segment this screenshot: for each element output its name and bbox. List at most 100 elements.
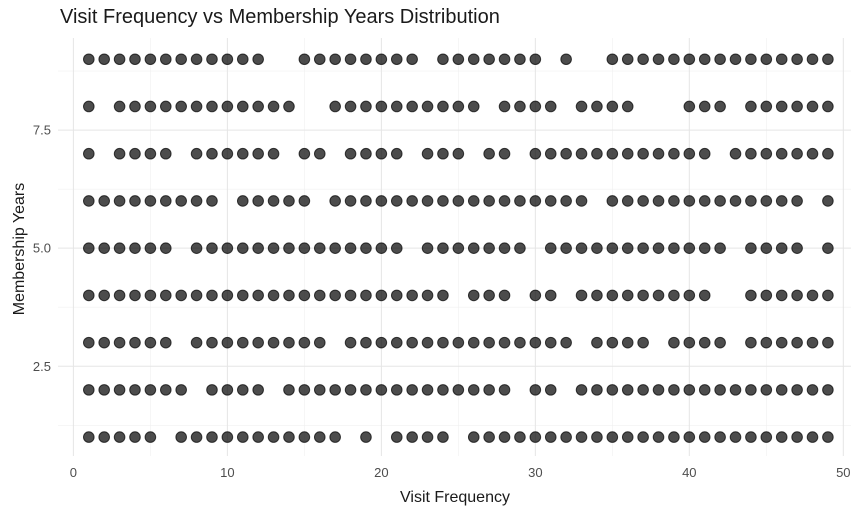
data-point bbox=[714, 100, 726, 113]
y-axis-title: Membership Years bbox=[11, 183, 28, 316]
data-point bbox=[144, 242, 157, 254]
data-point bbox=[113, 53, 126, 66]
data-point bbox=[144, 336, 157, 349]
data-point bbox=[560, 336, 572, 349]
data-point bbox=[329, 431, 341, 443]
data-point bbox=[514, 431, 526, 443]
data-point bbox=[360, 242, 372, 254]
data-point bbox=[467, 384, 480, 396]
data-point bbox=[129, 195, 141, 207]
data-point bbox=[298, 384, 311, 396]
data-point bbox=[437, 384, 449, 396]
data-point bbox=[791, 195, 803, 207]
data-point bbox=[637, 384, 649, 396]
data-point bbox=[606, 431, 619, 443]
data-point bbox=[514, 242, 526, 254]
data-point bbox=[129, 53, 141, 66]
data-point bbox=[560, 53, 572, 66]
data-point bbox=[668, 53, 680, 66]
data-point bbox=[329, 384, 341, 396]
data-point bbox=[806, 431, 819, 443]
data-point bbox=[390, 384, 403, 396]
data-point bbox=[760, 242, 773, 254]
data-point bbox=[498, 431, 511, 443]
data-point bbox=[514, 336, 526, 349]
data-point bbox=[267, 336, 280, 349]
data-point bbox=[298, 242, 311, 254]
data-point bbox=[745, 147, 757, 160]
data-point bbox=[791, 242, 803, 254]
data-point bbox=[621, 431, 634, 443]
data-point bbox=[206, 336, 218, 349]
data-point bbox=[206, 384, 218, 396]
data-point bbox=[467, 289, 480, 302]
data-point bbox=[113, 242, 126, 254]
data-point bbox=[498, 100, 511, 113]
data-point bbox=[544, 289, 557, 302]
x-tick-label: 0 bbox=[70, 465, 77, 480]
data-point bbox=[298, 431, 311, 443]
x-tick-label: 30 bbox=[528, 465, 542, 480]
data-point bbox=[652, 195, 665, 207]
data-point bbox=[375, 336, 388, 349]
data-point bbox=[683, 242, 696, 254]
data-point bbox=[467, 195, 480, 207]
data-point bbox=[714, 242, 726, 254]
data-point bbox=[329, 100, 341, 113]
data-point bbox=[390, 242, 403, 254]
data-point bbox=[190, 53, 203, 66]
data-point bbox=[621, 289, 634, 302]
data-point bbox=[313, 431, 326, 443]
data-point bbox=[175, 53, 187, 66]
data-point bbox=[437, 195, 449, 207]
data-point bbox=[298, 289, 311, 302]
data-point bbox=[390, 431, 403, 443]
data-point bbox=[452, 336, 465, 349]
data-point bbox=[113, 384, 126, 396]
data-point bbox=[760, 53, 773, 66]
data-point bbox=[775, 336, 788, 349]
data-point bbox=[745, 53, 757, 66]
data-point bbox=[498, 147, 511, 160]
data-point bbox=[498, 53, 511, 66]
data-point bbox=[652, 384, 665, 396]
data-point bbox=[452, 195, 465, 207]
data-point bbox=[683, 100, 696, 113]
data-point bbox=[514, 53, 526, 66]
data-point bbox=[175, 100, 187, 113]
data-point bbox=[775, 384, 788, 396]
data-point bbox=[575, 384, 588, 396]
data-point bbox=[236, 53, 249, 66]
data-point bbox=[437, 336, 449, 349]
data-point bbox=[529, 53, 542, 66]
data-point bbox=[745, 336, 757, 349]
data-point bbox=[775, 242, 788, 254]
data-point bbox=[82, 336, 95, 349]
data-point bbox=[714, 53, 726, 66]
data-point bbox=[729, 384, 742, 396]
data-point bbox=[791, 336, 803, 349]
data-point bbox=[236, 147, 249, 160]
data-point bbox=[252, 147, 264, 160]
data-point bbox=[437, 100, 449, 113]
x-tick-label: 50 bbox=[836, 465, 850, 480]
data-point bbox=[190, 289, 203, 302]
data-point bbox=[313, 384, 326, 396]
data-point bbox=[252, 431, 264, 443]
data-point bbox=[236, 431, 249, 443]
data-point bbox=[483, 384, 495, 396]
data-point bbox=[822, 431, 834, 443]
data-point bbox=[113, 147, 126, 160]
data-point bbox=[529, 384, 542, 396]
data-point bbox=[82, 289, 95, 302]
data-point bbox=[498, 384, 511, 396]
data-point bbox=[760, 431, 773, 443]
data-point bbox=[82, 242, 95, 254]
data-point bbox=[544, 195, 557, 207]
data-point bbox=[375, 384, 388, 396]
data-point bbox=[529, 147, 542, 160]
data-point bbox=[159, 336, 172, 349]
data-point bbox=[483, 336, 495, 349]
data-point bbox=[775, 431, 788, 443]
data-point bbox=[668, 195, 680, 207]
